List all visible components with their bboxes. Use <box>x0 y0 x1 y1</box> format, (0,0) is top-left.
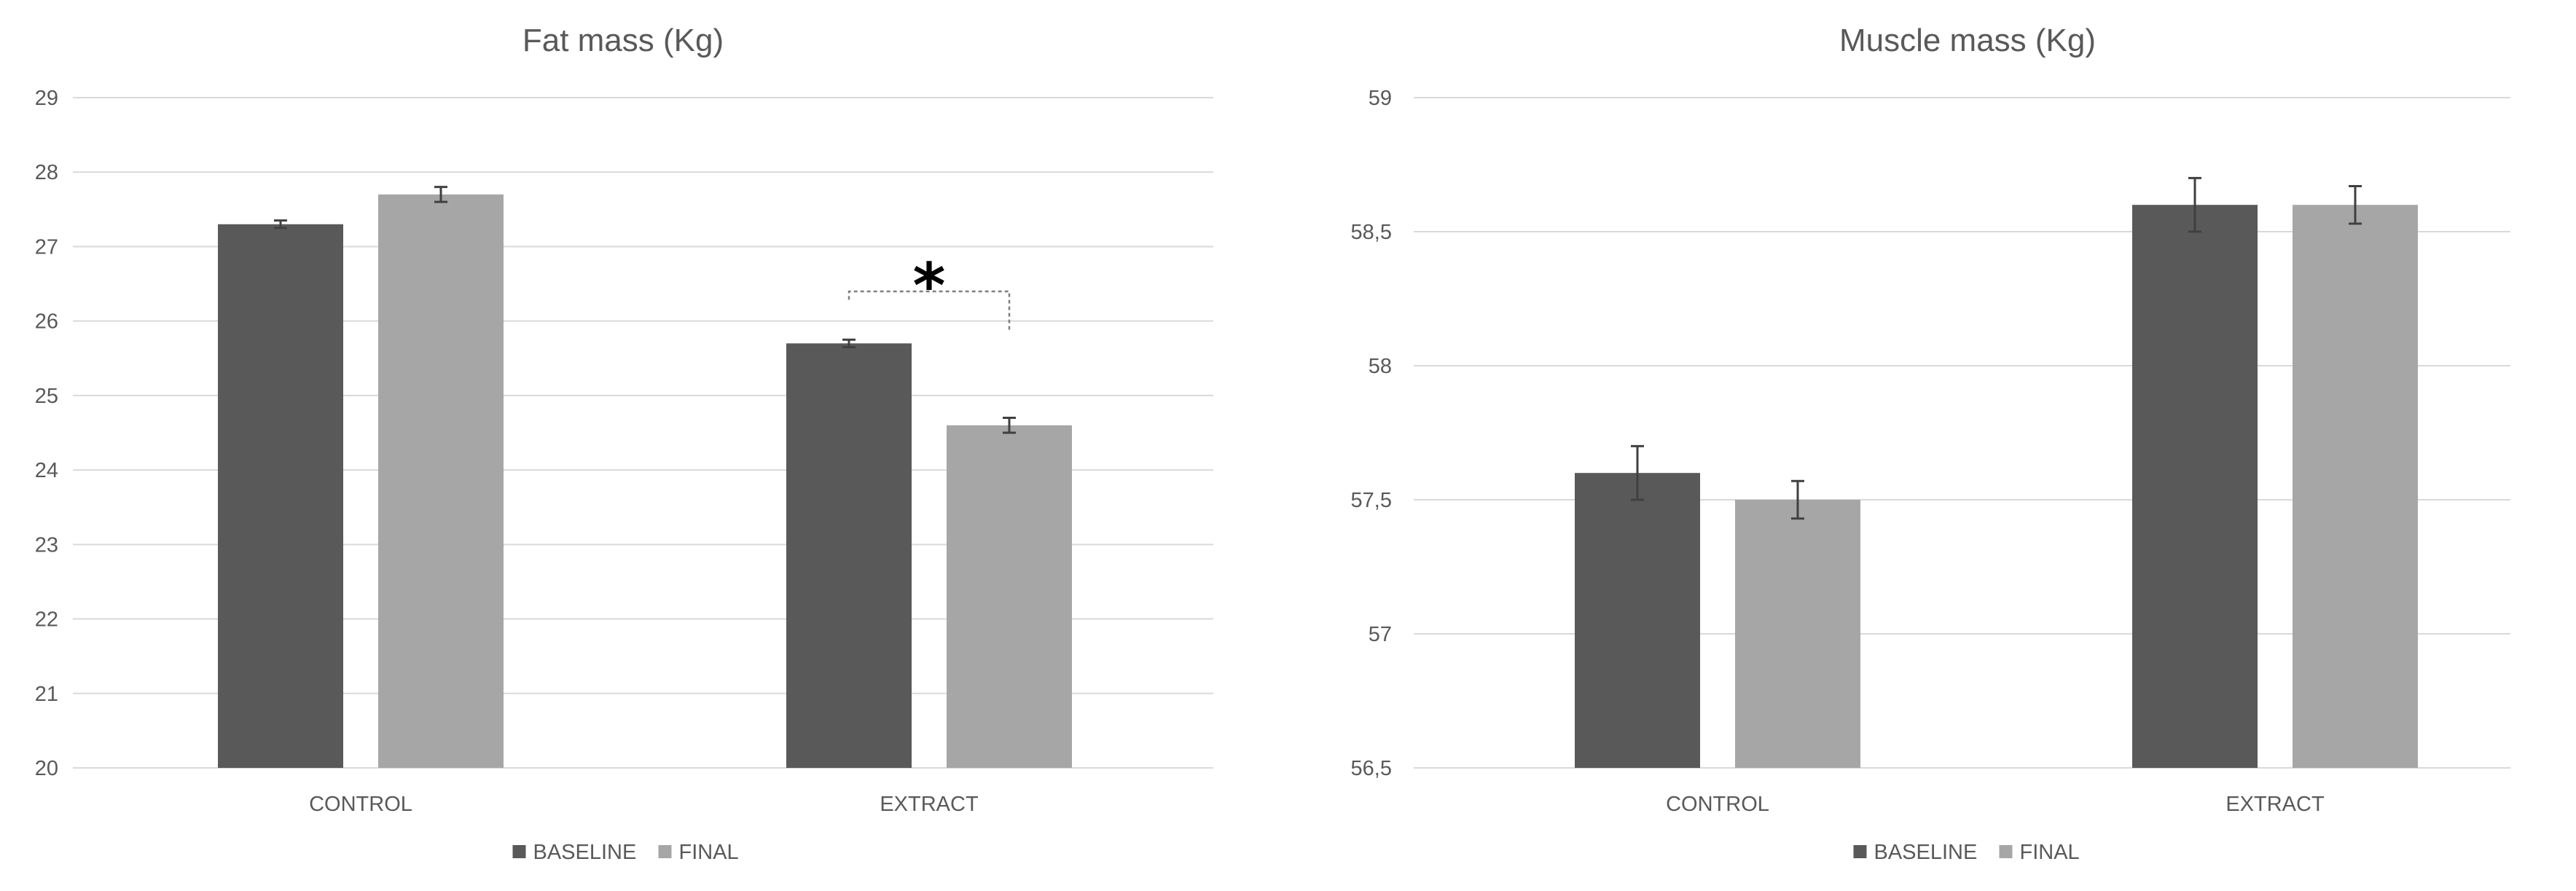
significance-star: * <box>913 250 946 323</box>
fat-mass-chart: Fat mass (Kg) 20 21 22 23 24 25 26 27 28 29 CONTR… <box>35 23 1213 864</box>
error-bar <box>2188 176 2201 233</box>
bar-final-extract <box>947 425 1072 768</box>
error-bar <box>1791 479 1804 520</box>
category-label: EXTRACT <box>880 793 979 816</box>
muscle-mass-chart: Muscle mass (Kg) 56,5 57 57,5 58 58,5 59 CONT… <box>1351 23 2510 864</box>
error-bar <box>842 338 856 348</box>
y-tick-label: 26 <box>35 310 58 334</box>
category-label: EXTRACT <box>2225 793 2325 816</box>
y-tick-label: 28 <box>35 161 58 184</box>
legend-swatch-baseline <box>1853 845 1867 858</box>
bar-final-extract <box>2293 205 2418 768</box>
legend-swatch-final <box>1999 845 2013 858</box>
y-tick-label: 20 <box>35 757 58 780</box>
error-bar <box>434 186 447 203</box>
bar-final-control <box>1735 500 1860 768</box>
legend-swatch-baseline <box>512 845 526 858</box>
bar-baseline-control <box>1575 473 1700 768</box>
y-tick-label: 59 <box>1369 87 1392 110</box>
y-tick-label: 23 <box>35 533 58 557</box>
category-label: CONTROL <box>1666 793 1769 816</box>
chart-title: Muscle mass (Kg) <box>1839 23 2096 58</box>
bar-baseline-control <box>218 224 343 768</box>
bar-baseline-extract <box>2132 205 2258 768</box>
bar-baseline-extract <box>786 343 912 768</box>
error-bar <box>2349 184 2362 225</box>
y-tick-label: 29 <box>35 87 58 110</box>
y-tick-label: 21 <box>35 683 58 706</box>
legend-label-baseline: BASELINE <box>533 841 637 864</box>
significance-bracket <box>847 290 1011 331</box>
y-tick-label: 22 <box>35 608 58 632</box>
bar-final-control <box>378 194 504 768</box>
y-tick-label: 57 <box>1369 623 1392 646</box>
chart-title: Fat mass (Kg) <box>522 23 724 58</box>
y-tick-label: 25 <box>35 385 58 408</box>
y-tick-label: 58 <box>1369 355 1392 378</box>
y-tick-label: 58,5 <box>1351 221 1392 244</box>
error-bar <box>274 219 287 229</box>
category-label: CONTROL <box>309 793 412 816</box>
legend-label-final: FINAL <box>679 841 739 864</box>
y-tick-label: 24 <box>35 459 58 482</box>
legend-label-baseline: BASELINE <box>1874 841 1978 864</box>
legend-swatch-final <box>658 845 672 858</box>
y-tick-label: 56,5 <box>1351 757 1392 780</box>
error-bar <box>1631 444 1644 501</box>
legend-label-final: FINAL <box>2020 841 2080 864</box>
error-bar <box>1003 417 1016 434</box>
y-tick-label: 27 <box>35 235 58 259</box>
y-tick-label: 57,5 <box>1351 489 1392 512</box>
